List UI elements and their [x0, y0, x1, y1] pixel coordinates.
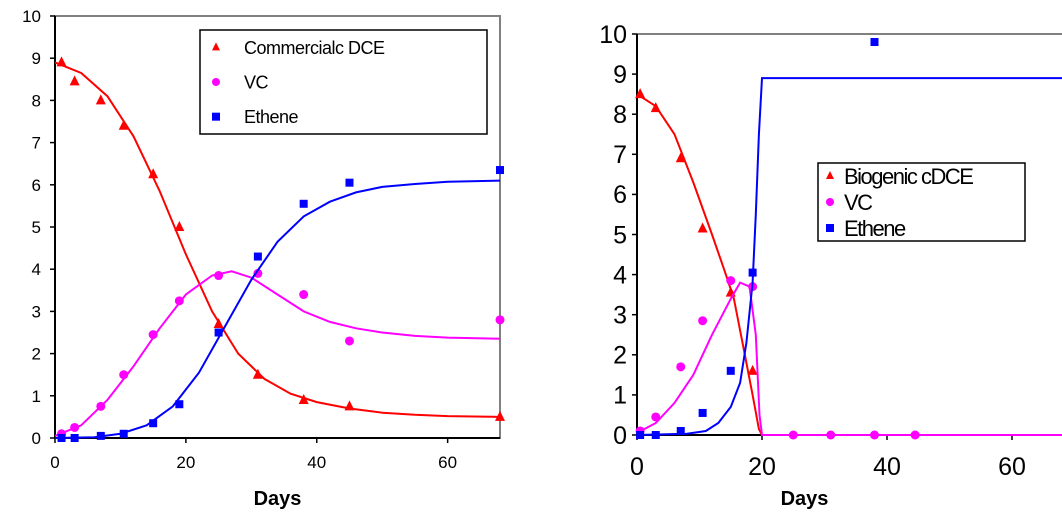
data-point-square — [727, 367, 735, 375]
data-point-triangle — [96, 94, 106, 104]
data-point-square — [677, 427, 685, 435]
data-point-triangle — [748, 365, 758, 375]
y-tick-label: 8 — [32, 91, 41, 110]
data-point-circle — [299, 290, 308, 299]
y-tick-label: 4 — [613, 261, 627, 289]
fit-line-2 — [637, 78, 1062, 435]
y-tick-label: 6 — [32, 176, 41, 195]
legend-entry-label: Ethene — [244, 107, 299, 127]
data-point-circle — [789, 431, 798, 440]
x-tick-label: 20 — [748, 453, 776, 481]
x-tick-label: 60 — [438, 453, 457, 472]
x-tick-label: 60 — [998, 453, 1026, 481]
data-point-square — [345, 179, 353, 187]
x-tick-label: 20 — [176, 453, 195, 472]
data-point-circle — [651, 412, 660, 421]
fit-line-1 — [55, 271, 500, 436]
data-point-square — [215, 329, 223, 337]
data-point-square — [97, 432, 105, 440]
y-tick-label: 2 — [613, 342, 627, 370]
y-tick-label: 7 — [32, 134, 41, 153]
data-point-circle — [119, 370, 128, 379]
x-tick-label: 40 — [873, 453, 901, 481]
fit-line-0 — [637, 94, 1062, 435]
x-tick-label: 40 — [307, 453, 326, 472]
y-tick-label: 2 — [32, 345, 41, 364]
data-point-square — [254, 253, 262, 261]
y-tick-label: 6 — [613, 181, 627, 209]
data-point-circle — [214, 271, 223, 280]
y-tick-label: 3 — [613, 301, 627, 329]
data-point-square — [58, 434, 66, 442]
legend-entry-label: Biogenic cDCE — [844, 164, 973, 189]
data-point-square — [149, 419, 157, 427]
data-point-triangle — [119, 120, 129, 130]
data-point-circle — [175, 296, 184, 305]
data-point-circle — [870, 431, 879, 440]
data-point-circle — [96, 402, 105, 411]
data-point-triangle — [174, 221, 184, 231]
data-point-circle — [726, 276, 735, 285]
legend-entry-label: Ethene — [844, 216, 906, 241]
y-tick-label: 7 — [613, 141, 627, 169]
legend-entry-label: VC — [244, 72, 269, 92]
data-point-triangle — [70, 75, 80, 85]
data-point-circle — [676, 362, 685, 371]
y-tick-label: 0 — [32, 429, 41, 448]
legend-entry-label: Commercialc DCE — [244, 38, 385, 58]
data-point-square — [749, 269, 757, 277]
data-point-circle — [698, 316, 707, 325]
y-tick-label: 9 — [32, 49, 41, 68]
data-point-square — [636, 431, 644, 439]
data-point-circle — [345, 336, 354, 345]
data-point-triangle — [57, 56, 67, 66]
legend-marker-circle — [826, 198, 834, 206]
y-tick-label: 1 — [32, 387, 41, 406]
y-tick-label: 3 — [32, 302, 41, 321]
fit-line-2 — [55, 181, 500, 438]
y-tick-label: 5 — [32, 218, 41, 237]
y-tick-label: 4 — [32, 260, 41, 279]
data-point-square — [871, 38, 879, 46]
x-axis-label: Days — [254, 488, 302, 510]
data-point-square — [496, 166, 504, 174]
chart-left-commercial-dce: 0 1 2 3 4 5 6 7 8 9 10 0 20 40 60 Days Commercialc DCE VC… — [22, 7, 505, 510]
chart-right-biogenic-cdce: 0 1 2 3 4 5 6 7 8 9 10 0 20 40 60 Days Biogenic cDCEVCEt… — [599, 21, 1062, 510]
data-point-square — [300, 200, 308, 208]
y-tick-label: 8 — [613, 101, 627, 129]
data-point-triangle — [214, 318, 224, 328]
x-axis-label: Days — [781, 488, 829, 510]
data-point-circle — [70, 423, 79, 432]
y-tick-label: 9 — [613, 61, 627, 89]
data-point-square — [175, 400, 183, 408]
legend-marker-circle — [212, 78, 220, 86]
y-tick-label: 10 — [599, 21, 627, 49]
data-point-square — [699, 409, 707, 417]
data-point-triangle — [344, 400, 354, 410]
data-point-square — [652, 431, 660, 439]
y-tick-label: 5 — [613, 221, 627, 249]
data-point-circle — [911, 431, 920, 440]
y-tick-label: 1 — [613, 382, 627, 410]
y-tick-label: 0 — [613, 422, 627, 450]
data-point-square — [120, 430, 128, 438]
data-point-circle — [149, 330, 158, 339]
data-point-triangle — [698, 222, 708, 232]
legend-entry-label: VC — [844, 190, 873, 215]
x-tick-label: 0 — [630, 453, 644, 481]
data-point-circle — [826, 431, 835, 440]
data-point-circle — [496, 315, 505, 324]
y-tick-label: 10 — [22, 7, 41, 26]
x-tick-label: 0 — [50, 453, 59, 472]
legend-marker-square — [212, 113, 220, 121]
data-point-square — [71, 434, 79, 442]
legend-marker-square — [826, 224, 834, 232]
